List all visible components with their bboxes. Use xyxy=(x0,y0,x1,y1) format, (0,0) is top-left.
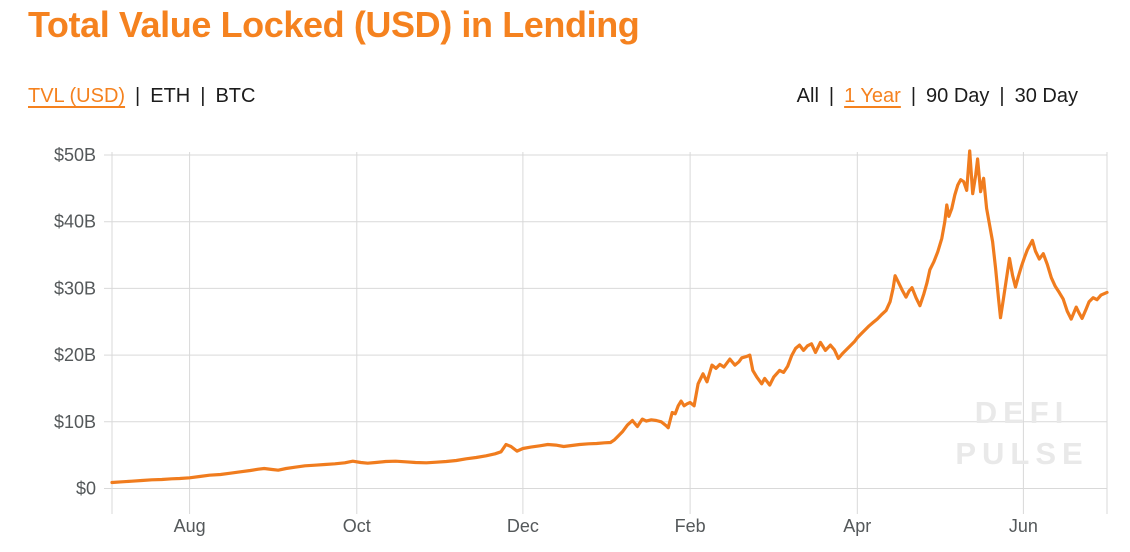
tab-separator: | xyxy=(200,85,206,107)
watermark-line2: PULSE xyxy=(955,436,1088,471)
x-axis-label: Oct xyxy=(343,516,371,536)
tab-separator: | xyxy=(828,85,835,107)
grid xyxy=(104,152,1108,514)
metric-tabs: TVL (USD) | ETH | BTC xyxy=(28,85,255,108)
watermark-line1: DEFI xyxy=(975,395,1070,430)
range-tabs: All | 1 Year | 90 Day | 30 Day xyxy=(797,85,1078,108)
x-axis-label: Aug xyxy=(174,516,206,536)
x-axis-label: Dec xyxy=(507,516,539,536)
y-axis-label: $50B xyxy=(54,145,96,165)
tvl-series-line[interactable] xyxy=(110,149,1109,485)
range-tab-1-year[interactable]: 1 Year xyxy=(844,85,901,107)
page-title: Total Value Locked (USD) in Lending xyxy=(28,4,640,45)
y-axis-label: $30B xyxy=(54,278,96,298)
x-axis-label: Apr xyxy=(843,516,871,536)
tab-separator: | xyxy=(999,85,1005,107)
tab-separator: | xyxy=(135,85,141,107)
range-tab-90-day[interactable]: 90 Day xyxy=(926,85,990,107)
y-axis-label: $10B xyxy=(54,412,96,432)
range-tab-30-day[interactable]: 30 Day xyxy=(1014,85,1078,107)
range-tab-all[interactable]: All xyxy=(796,85,819,107)
tab-separator: | xyxy=(910,85,917,107)
y-axis-label: $20B xyxy=(54,345,96,365)
x-axis-labels: Aug Oct Dec Feb Apr Jun xyxy=(174,516,1038,536)
x-axis-label: Jun xyxy=(1009,516,1038,536)
metric-tab-btc[interactable]: BTC xyxy=(215,85,256,107)
y-axis-labels: $0 $10B $20B $30B $40B $50B xyxy=(54,145,96,499)
defi-pulse-watermark: DEFI PULSE xyxy=(955,395,1088,471)
x-axis-label: Feb xyxy=(675,516,706,536)
metric-tab-eth[interactable]: ETH xyxy=(150,85,191,107)
y-axis-label: $40B xyxy=(54,212,96,232)
y-axis-label: $0 xyxy=(76,479,96,499)
metric-tab-tvl-usd[interactable]: TVL (USD) xyxy=(28,85,126,107)
